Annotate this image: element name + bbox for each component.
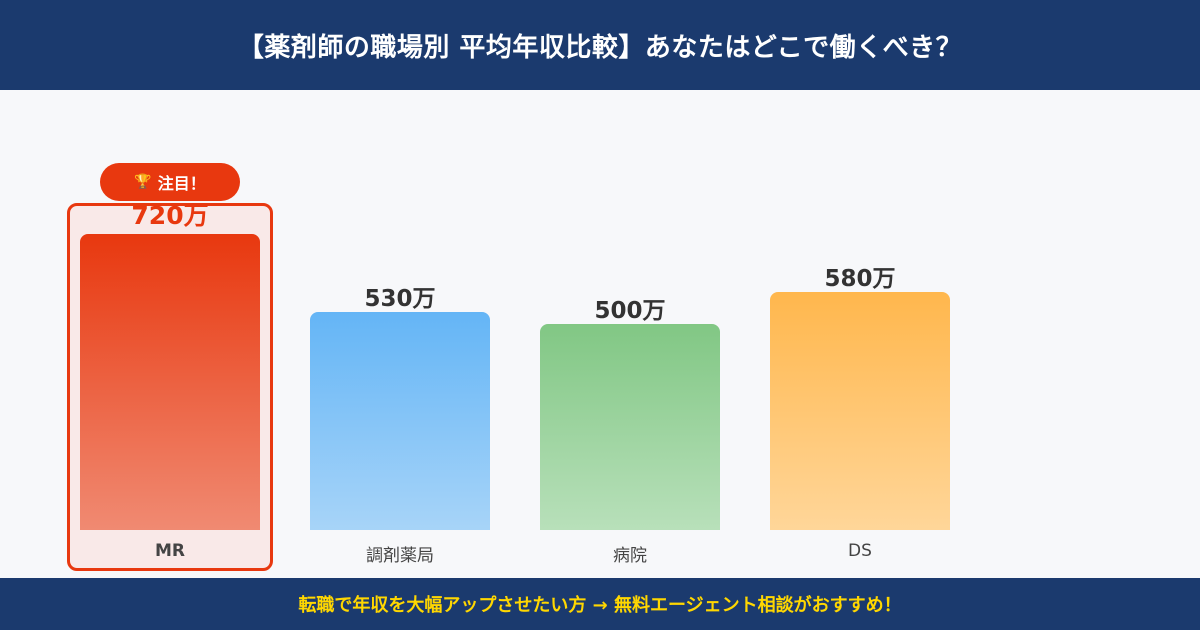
header-banner: 【薬剤師の職場別 平均年収比較】あなたはどこで働くべき？ <box>0 0 1200 90</box>
category-label-mr: MR <box>154 541 185 561</box>
featured-badge: 🏆 注目！ <box>100 163 240 201</box>
bar-pharmacy <box>310 312 490 530</box>
bar-ds <box>770 292 950 530</box>
footer-banner: 転職で年収を大幅アップさせたい方 → 無料エージェント相談がおすすめ！ <box>0 578 1200 630</box>
bar-mr <box>80 234 260 530</box>
bar-value-pharmacy: 530万 <box>364 286 436 312</box>
bar-value-mr: 720万 <box>131 201 209 230</box>
badge-label: 注目！ <box>157 174 206 193</box>
bar-value-hospital: 500万 <box>594 298 666 324</box>
bar-value-ds: 580万 <box>824 266 896 292</box>
category-label-ds: DS <box>848 541 872 561</box>
bar-hospital <box>540 324 720 530</box>
footer-cta-text: 転職で年収を大幅アップさせたい方 → 無料エージェント相談がおすすめ！ <box>298 595 902 616</box>
category-label-pharmacy: 調剤薬局 <box>366 546 434 566</box>
page-title: 【薬剤師の職場別 平均年収比較】あなたはどこで働くべき？ <box>237 32 963 63</box>
trophy-icon: 🏆 <box>134 174 152 190</box>
category-label-hospital: 病院 <box>613 546 647 566</box>
